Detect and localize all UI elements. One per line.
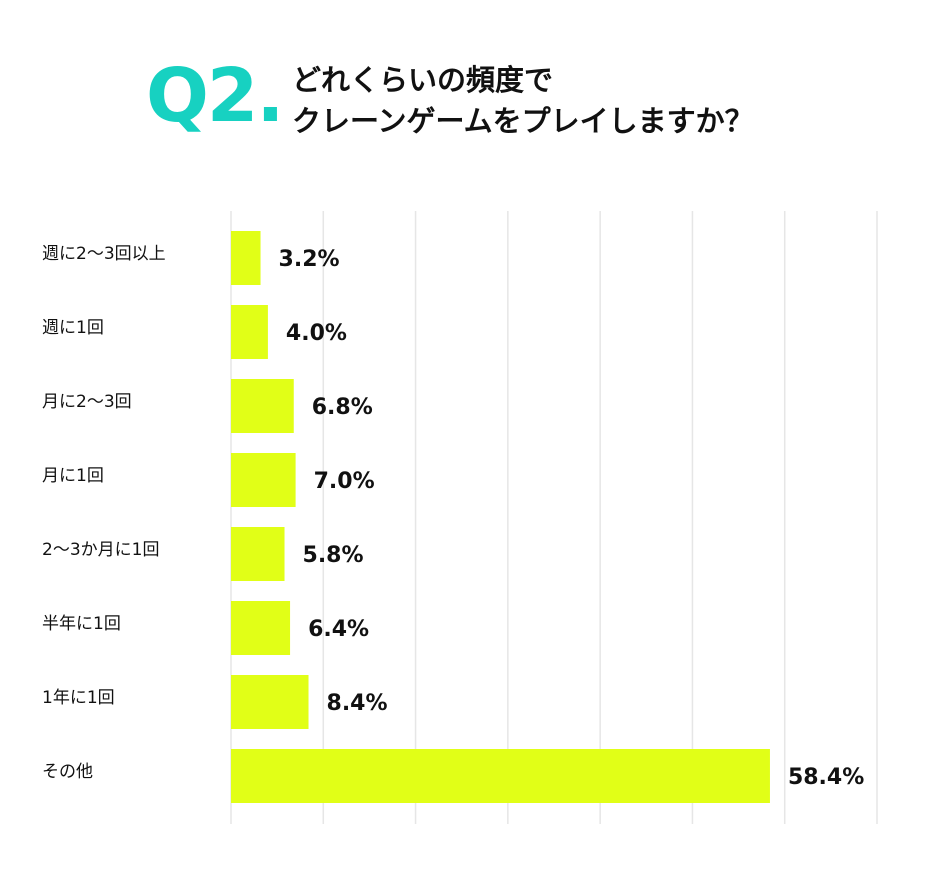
- value-label: 8.4%: [327, 691, 388, 716]
- bar: [231, 305, 268, 359]
- value-label: 5.8%: [303, 543, 364, 568]
- category-label: 2〜3か月に1回: [42, 540, 159, 560]
- value-labels: 3.2% 4.0% 6.8% 7.0% 5.8% 6.4% 8.4% 58.4%: [279, 247, 865, 790]
- category-label: 半年に1回: [42, 614, 121, 634]
- category-label: 月に1回: [42, 466, 104, 486]
- bar: [231, 601, 291, 655]
- bar: [231, 231, 261, 285]
- category-label: その他: [42, 762, 93, 782]
- category-label: 月に2〜3回: [42, 392, 132, 412]
- grid-lines: [230, 211, 878, 824]
- value-label: 6.8%: [312, 395, 373, 420]
- value-label: 3.2%: [279, 247, 340, 272]
- category-label: 週に2〜3回以上: [42, 244, 166, 264]
- bar: [231, 527, 285, 581]
- value-label: 7.0%: [314, 469, 375, 494]
- question-text-line-1: どれくらいの頻度で: [292, 63, 554, 97]
- bar: [231, 675, 309, 729]
- value-label: 6.4%: [308, 617, 369, 642]
- value-label: 58.4%: [788, 765, 864, 790]
- category-label: 1年に1回: [42, 688, 115, 708]
- question-number: Q2.: [146, 53, 285, 139]
- bars: [231, 231, 770, 803]
- question-text-line-2: クレーンゲームをプレイしますか？: [292, 104, 754, 138]
- category-label: 週に1回: [42, 318, 104, 338]
- bar: [231, 453, 296, 507]
- bar: [231, 379, 294, 433]
- value-label: 4.0%: [286, 321, 347, 346]
- title-block: Q2. どれくらいの頻度で クレーンゲームをプレイしますか？: [0, 0, 926, 180]
- bar: [231, 749, 770, 803]
